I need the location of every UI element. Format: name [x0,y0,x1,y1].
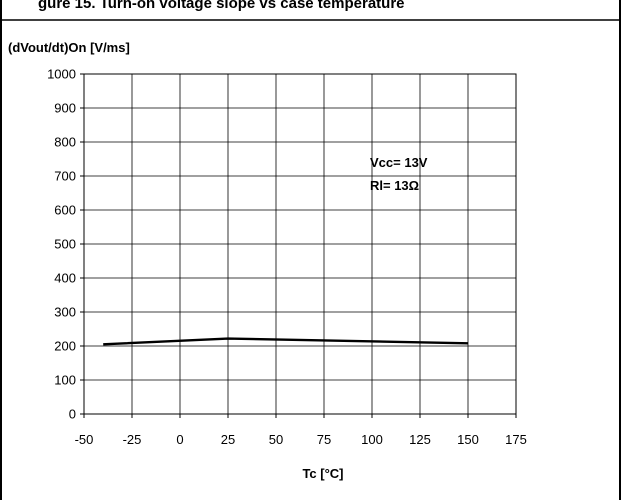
x-tick-labels: -50 -25 0 25 50 75 100 125 150 175 [75,414,527,447]
x-tick-label-6: 100 [361,432,383,447]
annotation-rl: Rl= 13Ω [370,178,419,193]
y-tick-label-5: 500 [54,237,76,252]
annotation-vcc: Vcc= 13V [370,155,428,170]
y-axis-title: (dVout/dt)On [V/ms] [8,40,130,55]
y-tick-label-7: 700 [54,169,76,184]
x-tick-label-8: 150 [457,432,479,447]
y-tick-label-6: 600 [54,203,76,218]
x-tick-label-7: 125 [409,432,431,447]
y-tick-label-3: 300 [54,305,76,320]
figure-caption-fragment: gure 15. Turn-on voltage slope vs case t… [38,0,405,12]
y-tick-label-10: 1000 [47,67,76,82]
series-line-0 [103,337,469,346]
x-tick-label-3: 25 [221,432,235,447]
x-axis-title: Tc [°C] [302,466,343,481]
x-tick-label-4: 50 [269,432,283,447]
y-tick-labels: 0 100 200 300 400 500 600 700 800 900 1000 [47,67,84,422]
series-group [103,337,469,346]
x-tick-label-2: 0 [176,432,183,447]
y-tick-label-8: 800 [54,135,76,150]
grid-lines [83,73,517,415]
x-tick-label-5: 75 [317,432,331,447]
y-tick-label-0: 0 [69,407,76,422]
x-tick-label-0: -50 [75,432,94,447]
y-tick-label-2: 200 [54,339,76,354]
x-tick-label-9: 175 [505,432,527,447]
y-tick-label-9: 900 [54,101,76,116]
y-tick-label-4: 400 [54,271,76,286]
x-tick-label-1: -25 [123,432,142,447]
y-tick-label-1: 100 [54,373,76,388]
